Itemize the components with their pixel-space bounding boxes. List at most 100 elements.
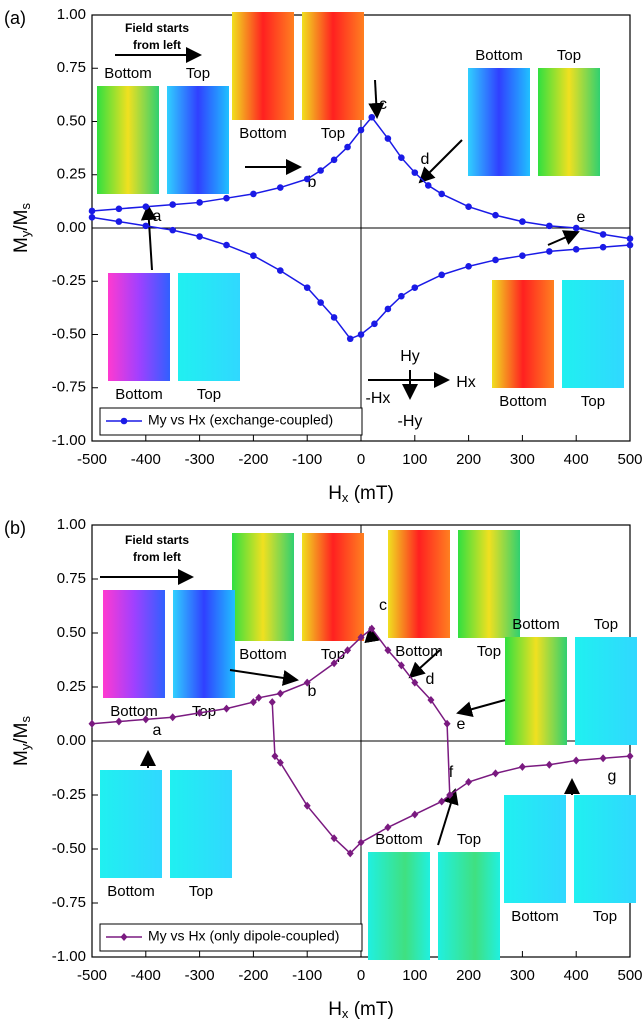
point: [250, 252, 257, 259]
annotation: -Hx: [366, 390, 391, 407]
y-axis-title-part: M: [11, 237, 32, 253]
inset-label: Bottom: [475, 47, 523, 64]
point: [384, 135, 392, 142]
x-axis-title-part: x: [342, 490, 349, 505]
inset-image: [575, 637, 637, 745]
y-tick-label: 0.75: [57, 59, 86, 76]
y-axis-title-part: s: [18, 716, 33, 723]
point: [346, 849, 354, 858]
inset-label: Bottom: [239, 125, 287, 142]
point: [330, 834, 338, 843]
point: [250, 190, 257, 198]
inset-image: [388, 530, 450, 638]
annotation: c: [379, 597, 387, 614]
x-tick-label: -100: [292, 967, 322, 984]
y-tick-label: -0.25: [52, 786, 86, 803]
y-tick-label: 0.00: [57, 219, 86, 236]
y-tick-label: 0.00: [57, 732, 86, 749]
annotation: e: [577, 209, 586, 226]
inset-image: [178, 273, 240, 381]
point: [599, 243, 607, 251]
inset-label: Bottom: [499, 393, 547, 410]
point: [223, 194, 230, 202]
point: [492, 211, 499, 219]
y-axis-title-part: y: [18, 230, 33, 237]
point: [572, 756, 580, 765]
x-tick-label: -500: [77, 967, 107, 984]
x-tick-label: 500: [617, 451, 642, 468]
point: [196, 233, 203, 240]
point: [223, 704, 230, 713]
inset-image: [167, 86, 229, 194]
point: [88, 719, 96, 728]
inset-image: [538, 68, 600, 176]
y-tick-label: -0.50: [52, 840, 86, 857]
point: [438, 271, 446, 279]
y-tick-label: 0.25: [57, 166, 86, 183]
point: [249, 698, 257, 707]
inset-image: [492, 280, 554, 388]
arrow: [368, 79, 385, 119]
point: [277, 267, 284, 274]
point: [545, 760, 553, 769]
point: [344, 143, 351, 151]
x-tick-label: -500: [77, 451, 107, 468]
point: [303, 175, 311, 183]
x-tick-label: 200: [456, 967, 481, 984]
point: [411, 284, 419, 291]
y-tick-label: 0.50: [57, 624, 86, 641]
x-tick-label: -300: [185, 451, 215, 468]
point: [371, 320, 378, 328]
inset-label: Top: [581, 393, 605, 410]
annotation: d: [421, 151, 430, 168]
point: [368, 624, 376, 633]
y-axis-title-part: y: [18, 743, 33, 750]
point: [465, 778, 473, 787]
point: [317, 167, 324, 174]
point: [142, 715, 150, 724]
point: [411, 810, 419, 819]
x-axis-title-part: (mT): [348, 999, 393, 1020]
point: [357, 633, 365, 642]
point: [384, 823, 392, 832]
annotation: b: [308, 683, 317, 700]
arrow: [437, 788, 459, 846]
arrow: [547, 230, 580, 246]
point: [268, 698, 276, 707]
annotation: Field starts: [125, 21, 189, 35]
point: [344, 646, 352, 655]
point: [397, 661, 405, 670]
x-axis-title-part: x: [342, 1006, 349, 1021]
point: [626, 752, 634, 761]
point: [303, 284, 311, 291]
x-tick-label: -400: [131, 967, 161, 984]
point: [303, 678, 311, 687]
point: [465, 263, 472, 270]
x-axis-title-part: H: [328, 999, 342, 1020]
point: [330, 156, 338, 164]
y-axis-title: My/Ms: [11, 203, 33, 253]
y-axis-title-part: /M: [11, 210, 32, 231]
y-tick-label: 1.00: [57, 6, 86, 23]
point: [438, 190, 446, 198]
inset-label: Bottom: [395, 643, 443, 660]
x-tick-label: -200: [238, 451, 268, 468]
y-tick-label: 0.75: [57, 570, 86, 587]
arrow: [418, 139, 463, 184]
x-tick-label: -200: [238, 967, 268, 984]
point: [196, 199, 203, 206]
point: [411, 169, 419, 176]
point: [424, 182, 432, 189]
inset-label: Bottom: [107, 883, 155, 900]
inset-image: [302, 533, 364, 641]
point: [271, 752, 279, 761]
point: [142, 222, 150, 230]
annotation: d: [426, 671, 435, 688]
point: [169, 713, 177, 722]
point: [518, 762, 526, 771]
point: [599, 231, 607, 238]
arrow: [140, 204, 157, 271]
legend-box: [99, 923, 363, 952]
legend-marker: [120, 417, 128, 425]
